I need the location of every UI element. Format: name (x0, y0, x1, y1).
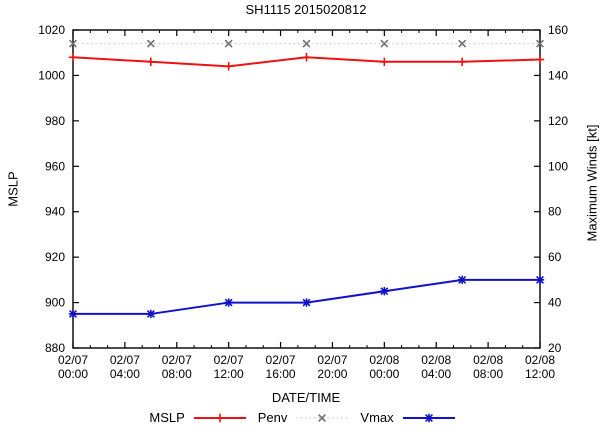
x-tick-label: 08:00 (162, 367, 192, 381)
penv-line-sample (296, 413, 349, 422)
mslp-line-sample (193, 413, 246, 422)
x-tick-label: 02/08 (369, 353, 399, 367)
x-tick-label: 20:00 (317, 367, 347, 381)
x-tick-label: 00:00 (58, 367, 88, 381)
y-tick-label-left: 960 (45, 159, 65, 173)
y-tick-label-left: 1000 (38, 68, 65, 82)
x-tick-label: 16:00 (266, 367, 296, 381)
legend-label-mslp: MSLP (149, 410, 185, 425)
series-markers (68, 53, 545, 71)
series-markers (69, 39, 544, 48)
series-penv (69, 39, 544, 48)
x-tick-label: 00:00 (369, 367, 399, 381)
x-tick-label: 02/07 (58, 353, 88, 367)
y-tick-label-right: 20 (548, 341, 562, 355)
y-tick-label-left: 880 (45, 341, 65, 355)
x-tick-label: 02/08 (421, 353, 451, 367)
x-axis-label: DATE/TIME (271, 390, 341, 405)
x-tick-label: 02/07 (110, 353, 140, 367)
x-tick-label: 02/07 (162, 353, 192, 367)
legend-label-penv: Penv (257, 410, 288, 425)
x-tick-label: 04:00 (421, 367, 451, 381)
legend: MSLP Penv Vmax (0, 410, 606, 425)
x-tick-label: 12:00 (525, 367, 555, 381)
y-tick-label-right: 140 (548, 68, 568, 82)
x-tick-label: 04:00 (110, 367, 140, 381)
chart-title: SH1115 2015020812 (245, 2, 367, 17)
x-tick-label: 12:00 (214, 367, 244, 381)
x-tick-label: 02/07 (214, 353, 244, 367)
legend-item-vmax: Vmax (360, 410, 456, 425)
y-tick-label-right: 120 (548, 114, 568, 128)
vmax-line-sample (402, 413, 455, 422)
y-tick-label-right: 100 (548, 159, 568, 173)
y-tick-label-left: 920 (45, 250, 65, 264)
y-tick-label-right: 160 (548, 23, 568, 37)
series-markers (68, 275, 545, 319)
legend-item-penv: Penv (258, 410, 351, 425)
y-tick-label-right: 40 (548, 296, 562, 310)
y-tick-label-left: 1020 (38, 23, 65, 37)
x-tick-label: 02/07 (317, 353, 347, 367)
x-tick-label: 02/07 (266, 353, 296, 367)
x-axis-ticks: 02/0700:0002/0704:0002/0708:0002/0712:00… (58, 30, 555, 381)
y-tick-label-right: 60 (548, 250, 562, 264)
legend-item-mslp: MSLP (149, 410, 247, 425)
x-tick-label: 02/08 (525, 353, 555, 367)
x-tick-label: 08:00 (473, 367, 503, 381)
x-tick-label: 02/08 (473, 353, 503, 367)
legend-label-vmax: Vmax (360, 410, 394, 425)
series-vmax (68, 275, 545, 319)
y-tick-label-left: 980 (45, 114, 65, 128)
series-line (73, 278, 540, 315)
series-mslp (68, 53, 545, 71)
plot-border (72, 29, 541, 349)
y-tick-label-left: 900 (45, 296, 65, 310)
y-axis-ticks: 880 900 920 940 960 980 1000 1020 20 40 60 80 100 120… (38, 23, 568, 355)
y-tick-label-left: 940 (45, 205, 65, 219)
y-tick-label-right: 80 (548, 205, 562, 219)
